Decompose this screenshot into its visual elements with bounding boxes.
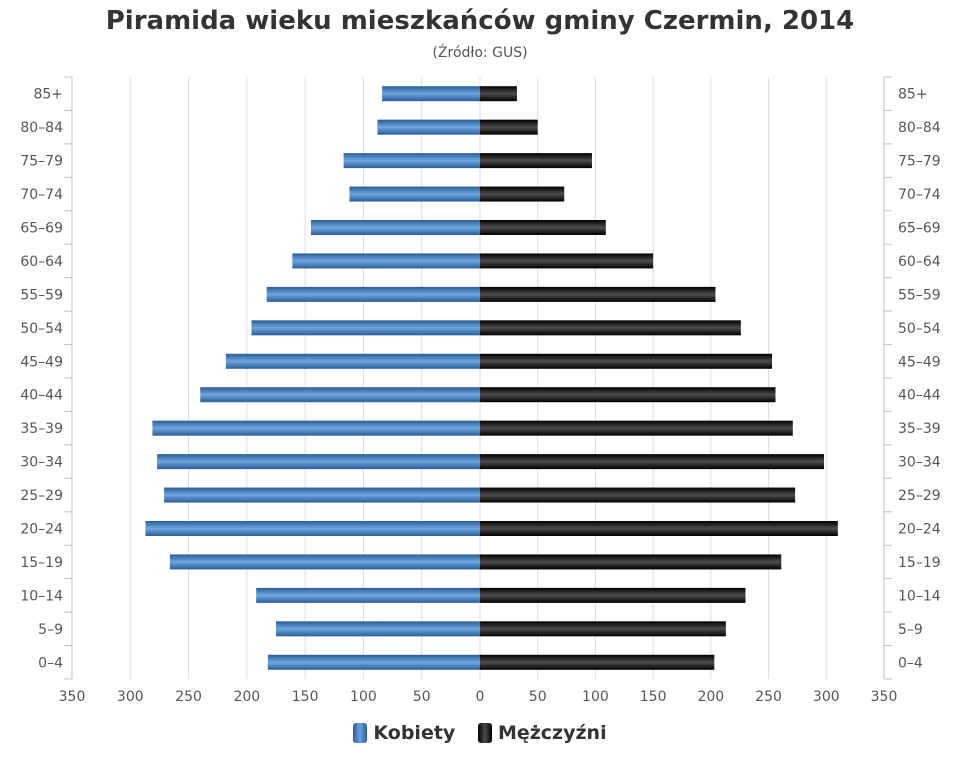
x-tick-label: 200 bbox=[697, 689, 724, 705]
bar-men[interactable] bbox=[480, 654, 715, 670]
bar-women[interactable] bbox=[310, 220, 480, 235]
category-label-right: 45–49 bbox=[898, 354, 941, 370]
bar-women[interactable] bbox=[292, 253, 480, 269]
category-label-left: 60–64 bbox=[20, 254, 63, 270]
category-label-left: 25–29 bbox=[20, 488, 63, 504]
bar-men[interactable] bbox=[480, 286, 716, 302]
bar-women[interactable] bbox=[382, 86, 480, 102]
category-label-right: 75–79 bbox=[898, 154, 941, 170]
category-label-right: 5–9 bbox=[898, 622, 923, 638]
x-tick-label: 300 bbox=[117, 689, 144, 705]
bar-men[interactable] bbox=[480, 186, 565, 202]
x-tick-label: 350 bbox=[59, 689, 86, 705]
chart-subtitle: (Źródło: GUS) bbox=[432, 45, 528, 61]
category-label-left: 40–44 bbox=[20, 388, 63, 404]
bar-women[interactable] bbox=[377, 119, 480, 135]
category-label-left: 5–9 bbox=[38, 622, 63, 638]
legend-label-women: Kobiety bbox=[373, 722, 456, 744]
bar-men[interactable] bbox=[480, 420, 793, 436]
category-label-left: 85+ bbox=[33, 87, 63, 103]
category-label-left: 15–19 bbox=[20, 555, 63, 571]
category-label-left: 80–84 bbox=[20, 120, 63, 136]
bar-men[interactable] bbox=[480, 220, 606, 235]
bar-men[interactable] bbox=[480, 320, 741, 336]
bar-men[interactable] bbox=[480, 387, 776, 403]
bar-men[interactable] bbox=[480, 86, 517, 102]
x-tick-label: 200 bbox=[233, 689, 260, 705]
category-label-right: 55–59 bbox=[898, 287, 941, 303]
category-label-left: 70–74 bbox=[20, 187, 63, 203]
category-label-left: 20–24 bbox=[20, 522, 63, 538]
category-label-right: 20–24 bbox=[898, 522, 941, 538]
category-label-right: 65–69 bbox=[898, 221, 941, 237]
category-label-right: 85+ bbox=[898, 87, 928, 103]
category-label-left: 75–79 bbox=[20, 154, 63, 170]
category-label-left: 55–59 bbox=[20, 287, 63, 303]
bar-women[interactable] bbox=[145, 521, 480, 536]
bar-men[interactable] bbox=[480, 621, 726, 637]
category-label-left: 50–54 bbox=[20, 321, 63, 337]
bar-women[interactable] bbox=[200, 387, 480, 403]
bar-women[interactable] bbox=[266, 286, 480, 302]
bar-men[interactable] bbox=[480, 454, 824, 470]
x-tick-label: 50 bbox=[413, 689, 431, 705]
category-label-right: 60–64 bbox=[898, 254, 941, 270]
category-label-right: 40–44 bbox=[898, 388, 941, 404]
bar-women[interactable] bbox=[256, 587, 480, 603]
bar-women[interactable] bbox=[276, 621, 480, 637]
category-label-right: 25–29 bbox=[898, 488, 941, 504]
bar-women[interactable] bbox=[169, 554, 481, 570]
bar-men[interactable] bbox=[480, 119, 538, 135]
bar-men[interactable] bbox=[480, 153, 592, 169]
legend-swatch-women bbox=[353, 723, 368, 743]
legend-item-women[interactable]: Kobiety bbox=[353, 722, 455, 744]
bar-women[interactable] bbox=[267, 654, 480, 670]
x-tick-label: 300 bbox=[813, 689, 840, 705]
x-tick-label: 100 bbox=[350, 689, 377, 705]
bar-men[interactable] bbox=[480, 487, 796, 503]
category-label-right: 70–74 bbox=[898, 187, 941, 203]
x-tick-label: 250 bbox=[755, 689, 782, 705]
x-tick-label: 150 bbox=[640, 689, 667, 705]
category-label-left: 10–14 bbox=[20, 588, 63, 604]
category-label-left: 0–4 bbox=[38, 655, 63, 671]
bar-men[interactable] bbox=[480, 554, 782, 570]
chart-title: Piramida wieku mieszkańców gminy Czermin… bbox=[105, 6, 855, 36]
bar-men[interactable] bbox=[480, 253, 654, 269]
bar-women[interactable] bbox=[349, 186, 480, 202]
bar-women[interactable] bbox=[152, 420, 481, 436]
legend-swatch-men bbox=[477, 723, 492, 743]
category-label-left: 45–49 bbox=[20, 354, 63, 370]
bar-men[interactable] bbox=[480, 353, 773, 369]
x-tick-label: 150 bbox=[292, 689, 319, 705]
bar-women[interactable] bbox=[251, 320, 480, 336]
bar-women[interactable] bbox=[164, 487, 480, 503]
bar-men[interactable] bbox=[480, 521, 838, 536]
chart-legend: Kobiety Mężczyźni bbox=[0, 722, 960, 748]
category-label-right: 10–14 bbox=[898, 588, 941, 604]
category-label-left: 35–39 bbox=[20, 421, 63, 437]
category-label-right: 30–34 bbox=[898, 455, 941, 471]
category-label-left: 65–69 bbox=[20, 221, 63, 237]
category-label-right: 0–4 bbox=[898, 655, 923, 671]
category-label-left: 30–34 bbox=[20, 455, 63, 471]
x-tick-label: 350 bbox=[871, 689, 898, 705]
x-tick-label: 100 bbox=[582, 689, 609, 705]
x-tick-label: 0 bbox=[476, 689, 485, 705]
bar-men[interactable] bbox=[480, 587, 746, 603]
legend-item-men[interactable]: Mężczyźni bbox=[477, 722, 607, 744]
category-label-right: 80–84 bbox=[898, 120, 941, 136]
bar-women[interactable] bbox=[225, 353, 480, 369]
legend-label-men: Mężczyźni bbox=[497, 722, 607, 744]
x-tick-label: 250 bbox=[175, 689, 202, 705]
category-label-right: 15–19 bbox=[898, 555, 941, 571]
bar-women[interactable] bbox=[157, 454, 480, 470]
category-label-right: 50–54 bbox=[898, 321, 941, 337]
category-label-right: 35–39 bbox=[898, 421, 941, 437]
x-tick-label: 50 bbox=[529, 689, 547, 705]
bar-women[interactable] bbox=[343, 153, 480, 169]
